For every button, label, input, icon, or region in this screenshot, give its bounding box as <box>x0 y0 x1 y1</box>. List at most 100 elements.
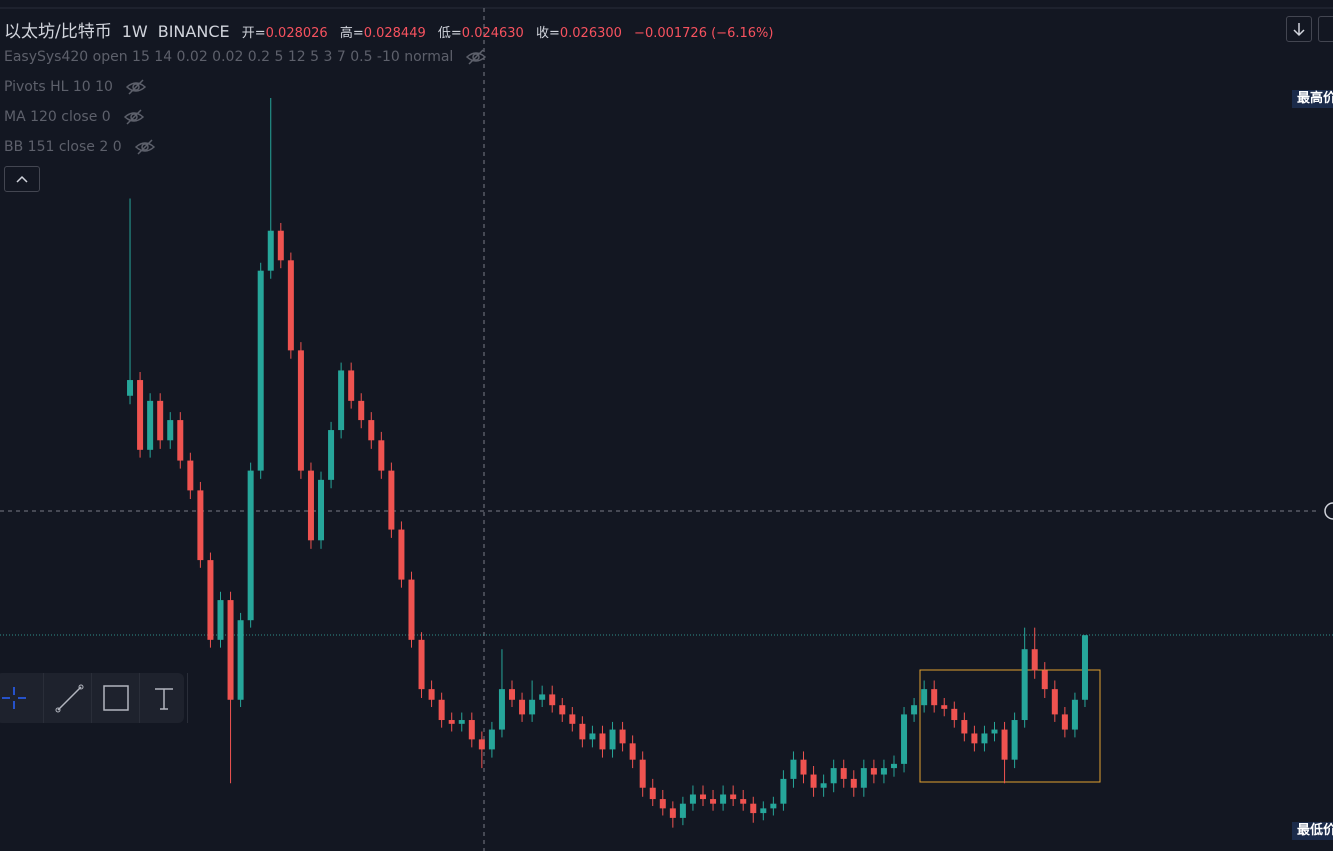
lowest-price-label: 最低价 <box>1292 822 1333 840</box>
download-button[interactable] <box>1286 16 1312 42</box>
candle-body <box>659 799 666 809</box>
candle-body <box>880 768 887 775</box>
candle-body <box>277 230 284 261</box>
chevron-icon <box>16 175 28 183</box>
candle-body <box>710 799 717 804</box>
candle-body <box>991 729 998 734</box>
eye-icon[interactable] <box>465 48 487 66</box>
candle-body <box>307 470 314 541</box>
candle-body <box>428 689 435 700</box>
indicator[interactable]: MA 120 close 0 <box>4 108 145 126</box>
candle-body <box>358 400 365 421</box>
crosshair-tool[interactable] <box>0 673 44 723</box>
candle-body <box>679 803 686 818</box>
candle-body <box>1051 689 1058 715</box>
candle-body <box>800 759 807 775</box>
candle-body <box>569 714 576 724</box>
candle-body <box>1011 720 1018 760</box>
candle-body <box>328 430 335 480</box>
candle-body <box>971 733 978 744</box>
candle-body <box>740 799 747 804</box>
collapse-button[interactable] <box>4 166 40 192</box>
candle-body <box>1061 714 1068 730</box>
candle-body <box>961 720 968 734</box>
candle-body <box>539 694 546 700</box>
candle-body <box>669 808 676 818</box>
candle-body <box>790 759 797 779</box>
candle-body <box>760 808 767 814</box>
candle-body <box>931 689 938 706</box>
candle-body <box>287 260 294 351</box>
candle-body <box>770 803 777 809</box>
candle-body <box>348 370 355 401</box>
candle-body <box>378 440 385 471</box>
candle-body <box>810 774 817 788</box>
candle-body <box>177 420 184 461</box>
drawing-toolbar <box>0 673 188 723</box>
open-label: 开= <box>241 26 266 41</box>
text-tool[interactable] <box>140 673 188 723</box>
candle-body <box>167 420 174 441</box>
candle-body <box>257 270 264 471</box>
candle-body <box>438 699 445 721</box>
candle-body <box>629 743 636 760</box>
candle-body <box>609 729 616 750</box>
candle-body <box>338 370 345 431</box>
candle-body <box>398 529 405 580</box>
candle-body <box>720 794 727 804</box>
candle-body <box>137 380 144 450</box>
high-label: 高= <box>339 26 364 41</box>
candle-body <box>1001 729 1008 760</box>
indicator[interactable]: Pivots HL 10 10 <box>4 78 147 96</box>
close-value: 0.026300 <box>559 26 622 41</box>
indicator[interactable]: BB 151 close 2 0 <box>4 138 156 156</box>
candle-body <box>1041 670 1048 690</box>
more-button[interactable] <box>1318 16 1333 42</box>
candle-body <box>981 733 988 744</box>
candle-body <box>549 694 556 706</box>
eye-icon[interactable] <box>125 78 147 96</box>
candle-body <box>589 733 596 740</box>
candle-body <box>599 733 606 750</box>
candle-body <box>478 739 485 750</box>
candle-body <box>820 783 827 788</box>
low-label: 低= <box>437 26 462 41</box>
rectangle-drawing <box>919 669 1101 783</box>
candle-body <box>468 720 475 740</box>
indicator-label: MA 120 close 0 <box>4 109 111 125</box>
candle-body <box>237 620 244 700</box>
candle-body <box>911 705 918 715</box>
candle-body <box>921 689 928 706</box>
candle-body <box>529 699 536 715</box>
line-tool[interactable] <box>44 673 92 723</box>
candle-body <box>850 778 857 788</box>
candle-body <box>197 490 204 561</box>
candle-body <box>247 470 254 621</box>
rectangle-tool[interactable] <box>92 673 140 723</box>
candle-body <box>1031 649 1038 671</box>
candle-body <box>750 803 757 814</box>
arrow-icon <box>1293 23 1305 37</box>
candle-body <box>217 600 224 640</box>
candle-body <box>227 600 234 700</box>
candle-body <box>860 768 867 788</box>
candle-body <box>901 714 908 764</box>
candle-body <box>388 470 395 530</box>
eye-icon[interactable] <box>134 138 156 156</box>
interval[interactable]: 1W <box>121 22 148 41</box>
indicator[interactable]: EasySys420 open 15 14 0.02 0.02 0.2 5 12… <box>4 48 487 66</box>
candle-body <box>730 794 737 800</box>
candle-body <box>1071 699 1078 730</box>
candle-body <box>127 380 134 396</box>
symbol[interactable]: 以太坊/比特币 <box>4 22 112 42</box>
candle-body <box>1081 635 1088 700</box>
eye-icon[interactable] <box>123 108 145 126</box>
indicator-label: BB 151 close 2 0 <box>4 139 122 155</box>
candle-body <box>498 689 505 730</box>
candles <box>127 98 1088 828</box>
crosshair-icon[interactable] <box>1324 502 1333 520</box>
candle-body <box>267 230 274 271</box>
candle-body <box>830 768 837 784</box>
